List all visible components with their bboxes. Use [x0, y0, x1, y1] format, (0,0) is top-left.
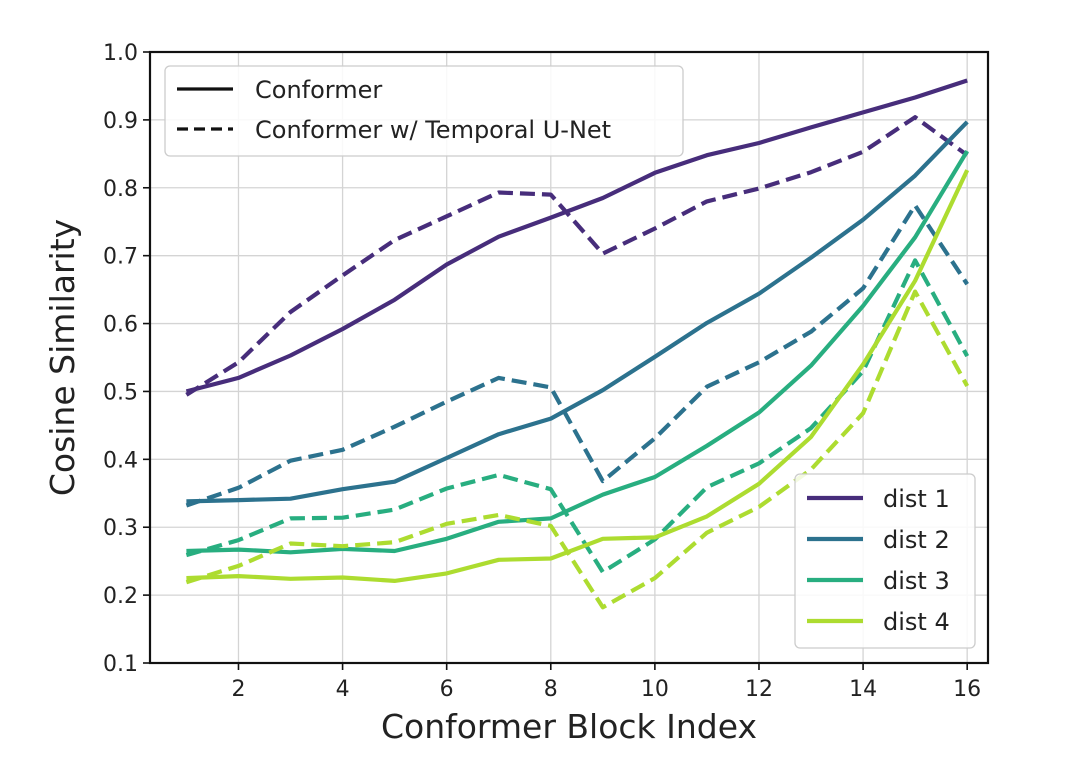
- series-line-dist-3-conformer: [186, 150, 969, 555]
- color-legend-label: dist 1: [883, 485, 950, 513]
- y-tick-label: 0.7: [103, 245, 138, 270]
- y-tick-label: 0.3: [103, 516, 138, 541]
- style-legend: Conformer Conformer w/ Temporal U-Net: [164, 65, 684, 157]
- style-legend-box: [164, 65, 684, 157]
- y-tick-label: 0.8: [103, 177, 138, 202]
- series-line-dist-2-temporal-unet: [185, 203, 969, 508]
- x-tick-label: 16: [953, 677, 981, 702]
- axis-ticks: 2 4 6 8 10 12 14 16 0.1 0.2 0.3 0.4 0.5 0.6 0.7 0.8 0.9 1…: [103, 41, 981, 702]
- y-tick-label: 0.6: [103, 313, 138, 338]
- y-tick-label: 0.1: [103, 652, 138, 677]
- style-legend-label: Conformer w/ Temporal U-Net: [255, 116, 611, 144]
- color-legend-box: [794, 473, 976, 649]
- y-tick-label: 0.4: [103, 448, 138, 473]
- x-tick-label: 12: [745, 677, 773, 702]
- color-legend-label: dist 4: [883, 608, 950, 636]
- style-legend-label: Conformer: [255, 76, 382, 104]
- series-line-dist-1-conformer: [185, 78, 968, 394]
- x-axis-title: Conformer Block Index: [381, 707, 757, 746]
- x-tick-label: 2: [231, 677, 245, 702]
- series-line-dist-4-conformer: [186, 169, 970, 584]
- x-tick-label: 6: [440, 677, 454, 702]
- series-line-dist-4-temporal-unet: [185, 289, 970, 610]
- y-tick-label: 0.9: [103, 109, 138, 134]
- x-tick-label: 14: [849, 677, 877, 702]
- x-tick-label: 4: [336, 677, 350, 702]
- y-tick-label: 0.2: [103, 584, 138, 609]
- series-line-dist-1-temporal-unet: [185, 115, 969, 397]
- x-tick-label: 10: [641, 677, 669, 702]
- y-axis-title: Cosine Similarity: [43, 219, 82, 496]
- color-legend-label: dist 2: [883, 526, 950, 554]
- series-lines: [185, 78, 970, 610]
- color-legend: dist 1 dist 2 dist 3 dist 4: [794, 473, 976, 649]
- y-tick-label: 1.0: [103, 41, 138, 66]
- plot-frame: [148, 50, 990, 665]
- series-line-dist-2-conformer: [186, 120, 969, 504]
- color-legend-label: dist 3: [883, 567, 950, 595]
- x-tick-label: 8: [544, 677, 558, 702]
- y-tick-label: 0.5: [103, 380, 138, 405]
